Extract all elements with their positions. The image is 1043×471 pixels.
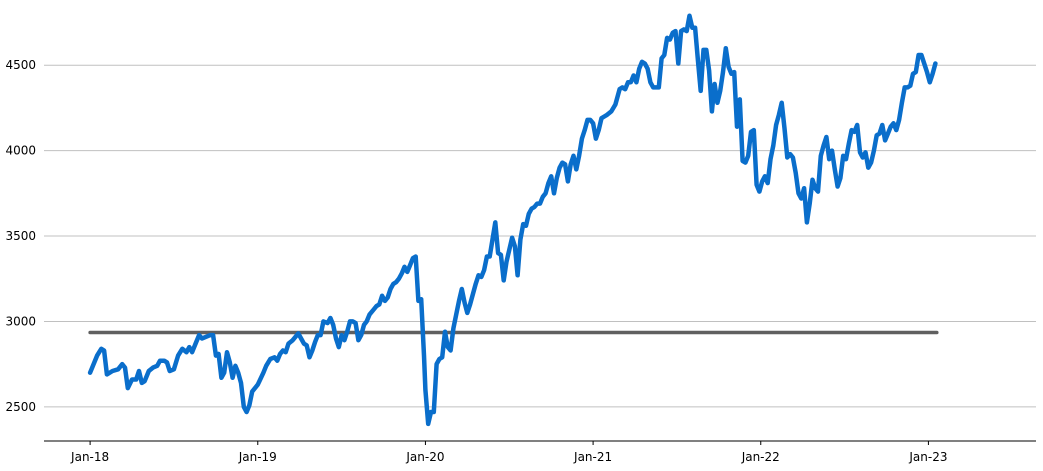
x-tick-label: Jan-22 — [741, 450, 780, 464]
y-tick-label: 2500 — [5, 400, 36, 414]
y-tick-label: 3500 — [5, 229, 36, 243]
y-axis-labels: 2500 3000 3500 4000 4500 — [5, 58, 36, 414]
y-tick-label: 3000 — [5, 314, 36, 328]
x-tick-label: Jan-23 — [908, 450, 947, 464]
x-tick-label: Jan-21 — [573, 450, 612, 464]
y-tick-label: 4000 — [5, 144, 36, 158]
x-tick-label: Jan-19 — [238, 450, 277, 464]
index-series-line — [87, 13, 938, 427]
x-axis-ticks: Jan-18 Jan-19 Jan-20 Jan-21 Jan-22 Jan-23 — [70, 441, 947, 464]
y-tick-label: 4500 — [5, 58, 36, 72]
x-tick-label: Jan-20 — [405, 450, 444, 464]
gridlines — [44, 64, 1036, 408]
x-tick-label: Jan-18 — [70, 450, 109, 464]
series-layer — [87, 13, 939, 427]
